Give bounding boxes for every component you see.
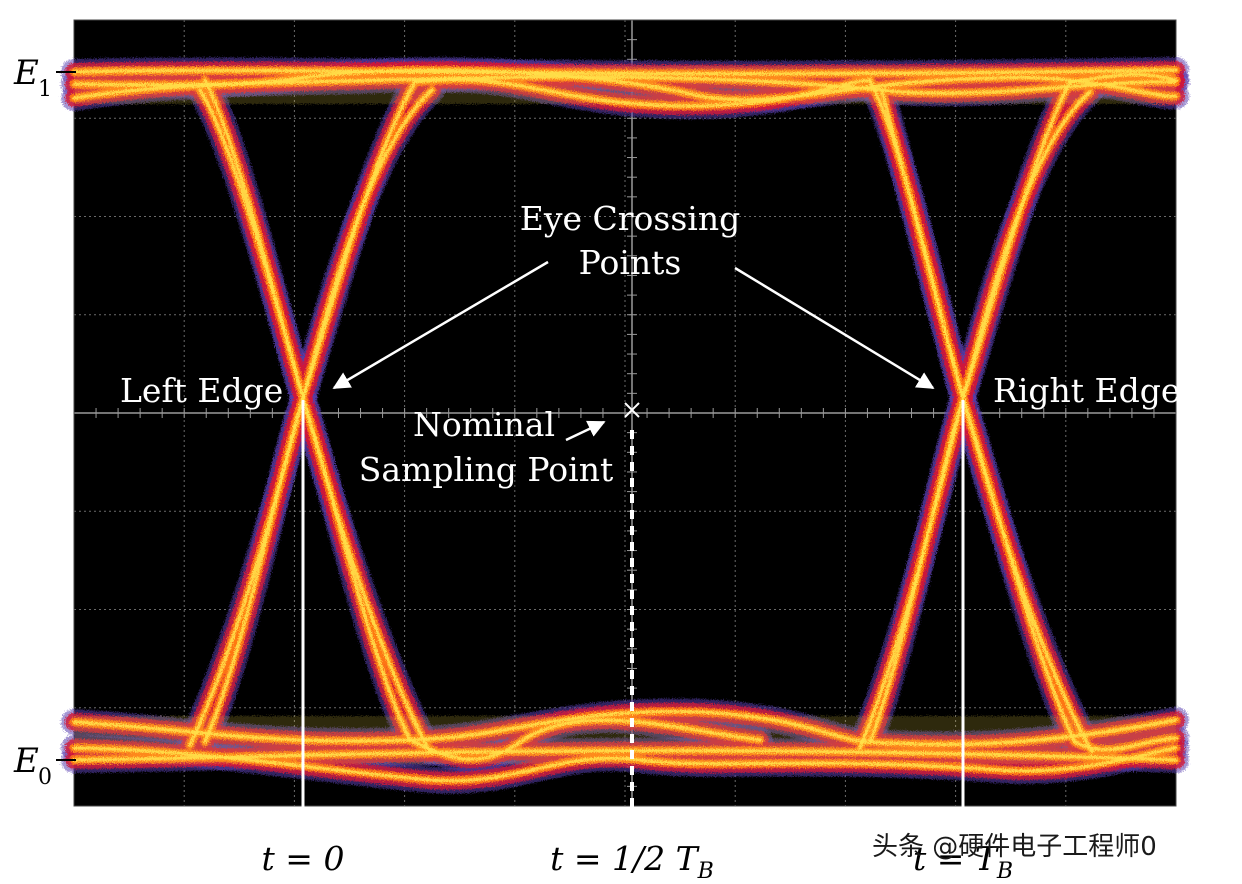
t-half-label: t = 1/2 TB bbox=[550, 839, 714, 884]
e0-level-label: E 0 bbox=[13, 741, 76, 790]
right-edge-label: Right Edge bbox=[993, 371, 1180, 410]
nominal-label-line1: Nominal bbox=[413, 405, 555, 444]
crossing-arrow-right bbox=[734, 266, 935, 390]
rail-glow bbox=[74, 716, 1176, 764]
t-zero-label: t = 0 bbox=[262, 839, 345, 878]
crossing-arrow-left bbox=[332, 260, 549, 390]
e1-level-label: E 1 bbox=[13, 53, 76, 102]
svg-text:E: E bbox=[13, 53, 39, 93]
svg-text:E: E bbox=[13, 741, 39, 781]
screen-border bbox=[73, 19, 1177, 807]
sampling-point-x bbox=[624, 402, 640, 418]
nominal-label-line2: Sampling Point bbox=[359, 450, 613, 489]
watermark: 头条 @硬件电子工程师0 bbox=[872, 832, 1157, 862]
t-end-label: t = TB bbox=[913, 839, 1013, 884]
crossing-label-line2: Points bbox=[579, 243, 682, 282]
crossing-label-line1: Eye Crossing bbox=[520, 199, 740, 238]
nominal-arrow bbox=[565, 420, 606, 442]
eye-trace-path bbox=[198, 88, 432, 754]
eye-traces bbox=[61, 57, 1189, 794]
left-edge-label: Left Edge bbox=[120, 371, 283, 410]
svg-text:0: 0 bbox=[38, 765, 52, 790]
svg-text:1: 1 bbox=[38, 77, 52, 102]
eye-trace-path bbox=[880, 90, 1094, 754]
rail-glow bbox=[74, 66, 1176, 104]
